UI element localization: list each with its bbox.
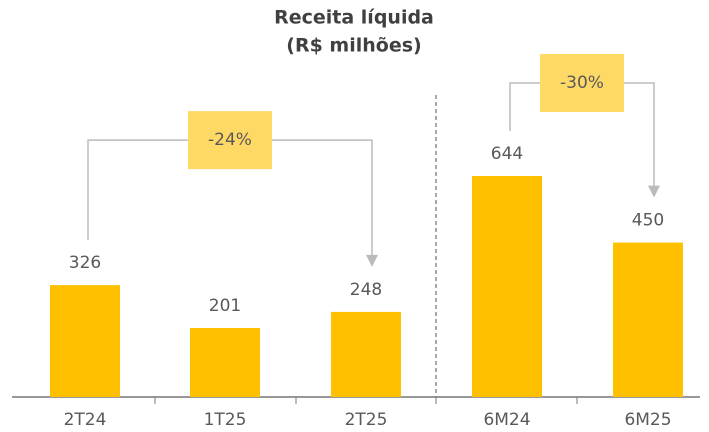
- chart-title: Receita líquida: [274, 7, 434, 29]
- annotation-label: -30%: [560, 73, 604, 93]
- value-label: 326: [69, 253, 101, 273]
- bar: [331, 311, 401, 397]
- x-tick-label: 6M25: [624, 410, 671, 430]
- arrow-head: [366, 254, 378, 267]
- bar: [190, 328, 260, 397]
- arrow-head: [648, 185, 660, 198]
- chart-subtitle: (R$ milhões): [286, 35, 421, 57]
- x-tick-label: 2T24: [64, 410, 107, 430]
- value-label: 201: [209, 296, 241, 316]
- bar: [472, 176, 542, 397]
- annotation-label: -24%: [208, 130, 252, 150]
- value-label: 248: [350, 280, 382, 300]
- value-label: 644: [491, 144, 523, 164]
- bar: [613, 242, 683, 397]
- annotation-box: [188, 111, 272, 170]
- annotation-box: [540, 54, 624, 112]
- x-tick-label: 2T25: [345, 410, 388, 430]
- x-tick-label: 6M24: [483, 410, 530, 430]
- x-tick-label: 1T25: [204, 410, 247, 430]
- value-label: 450: [632, 211, 664, 231]
- bar: [50, 285, 120, 397]
